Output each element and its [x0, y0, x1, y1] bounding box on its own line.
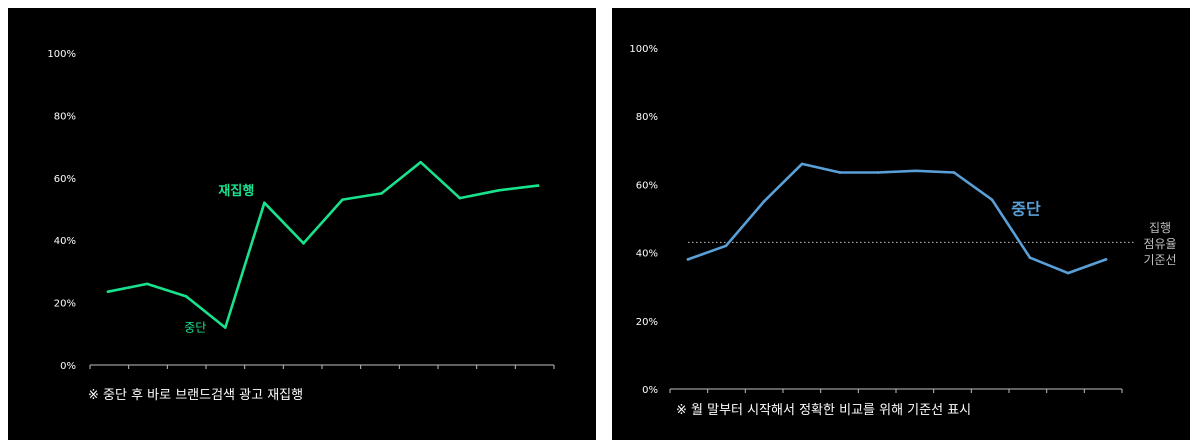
right-reference-label: 점유율	[1143, 237, 1176, 251]
right-chart-panel: ※ 월 말부터 시작해서 정확한 비교를 위해 기준선 표시 0% 20% 40% 6…	[612, 8, 1190, 440]
left-chart-panel: ※ 중단 후 바로 브랜드검색 광고 재집행 0% 20% 40% 60% 80% 100…	[8, 8, 596, 440]
right-data-point	[1066, 271, 1070, 275]
left-data-point	[223, 326, 227, 329]
left-y-tick-label: 60%	[54, 174, 76, 185]
left-data-point	[302, 242, 305, 245]
right-footnote: ※ 월 말부터 시작해서 정확한 비교를 위해 기준선 표시	[676, 403, 971, 418]
left-y-tick-label: 0%	[60, 361, 76, 372]
right-data-point	[876, 171, 880, 174]
right-data-point	[952, 171, 956, 174]
right-annotation: 중단	[1011, 200, 1041, 219]
left-y-tick-label: 80%	[54, 111, 76, 122]
right-y-tick-label: 60%	[636, 180, 658, 191]
right-data-point	[800, 162, 804, 166]
right-series-line	[686, 162, 1108, 275]
right-line-chart: ※ 월 말부터 시작해서 정확한 비교를 위해 기준선 표시 0% 20% 40% 6…	[629, 44, 1176, 418]
left-y-tick-label: 100%	[47, 49, 76, 60]
left-data-point	[458, 196, 462, 200]
right-reference-label: 집행	[1149, 220, 1171, 235]
left-data-point	[536, 184, 540, 187]
right-reference-label: 기준선	[1143, 253, 1176, 267]
right-y-tick-label: 20%	[636, 317, 658, 328]
left-data-point	[145, 282, 149, 286]
left-data-point	[263, 201, 266, 205]
left-annotation: 중단	[184, 321, 206, 335]
right-data-point	[762, 200, 766, 203]
left-y-tick-label: 20%	[54, 299, 76, 310]
right-y-tick-label: 100%	[629, 44, 658, 55]
right-data-point	[1104, 258, 1108, 261]
left-footnote: ※ 중단 후 바로 브랜드검색 광고 재집행	[88, 387, 303, 403]
right-data-point	[990, 198, 994, 202]
right-data-point	[1028, 256, 1032, 260]
right-data-point	[724, 244, 728, 248]
right-data-point	[838, 171, 842, 174]
left-series-line	[106, 160, 540, 329]
left-data-point	[497, 188, 501, 192]
left-data-point	[380, 192, 383, 195]
left-data-point	[341, 198, 344, 201]
left-data-point	[106, 290, 110, 293]
left-line-chart: ※ 중단 후 바로 브랜드검색 광고 재집행 0% 20% 40% 60% 80% 100…	[47, 49, 555, 403]
right-data-point	[914, 169, 918, 173]
left-annotation: 재집행	[218, 183, 254, 199]
left-y-tick-label: 40%	[54, 236, 76, 247]
left-data-point	[419, 160, 423, 164]
right-y-tick-label: 0%	[642, 385, 658, 396]
right-y-tick-label: 80%	[636, 112, 658, 123]
right-data-point	[686, 258, 690, 261]
left-data-point	[184, 295, 188, 298]
right-y-tick-label: 40%	[636, 249, 658, 260]
